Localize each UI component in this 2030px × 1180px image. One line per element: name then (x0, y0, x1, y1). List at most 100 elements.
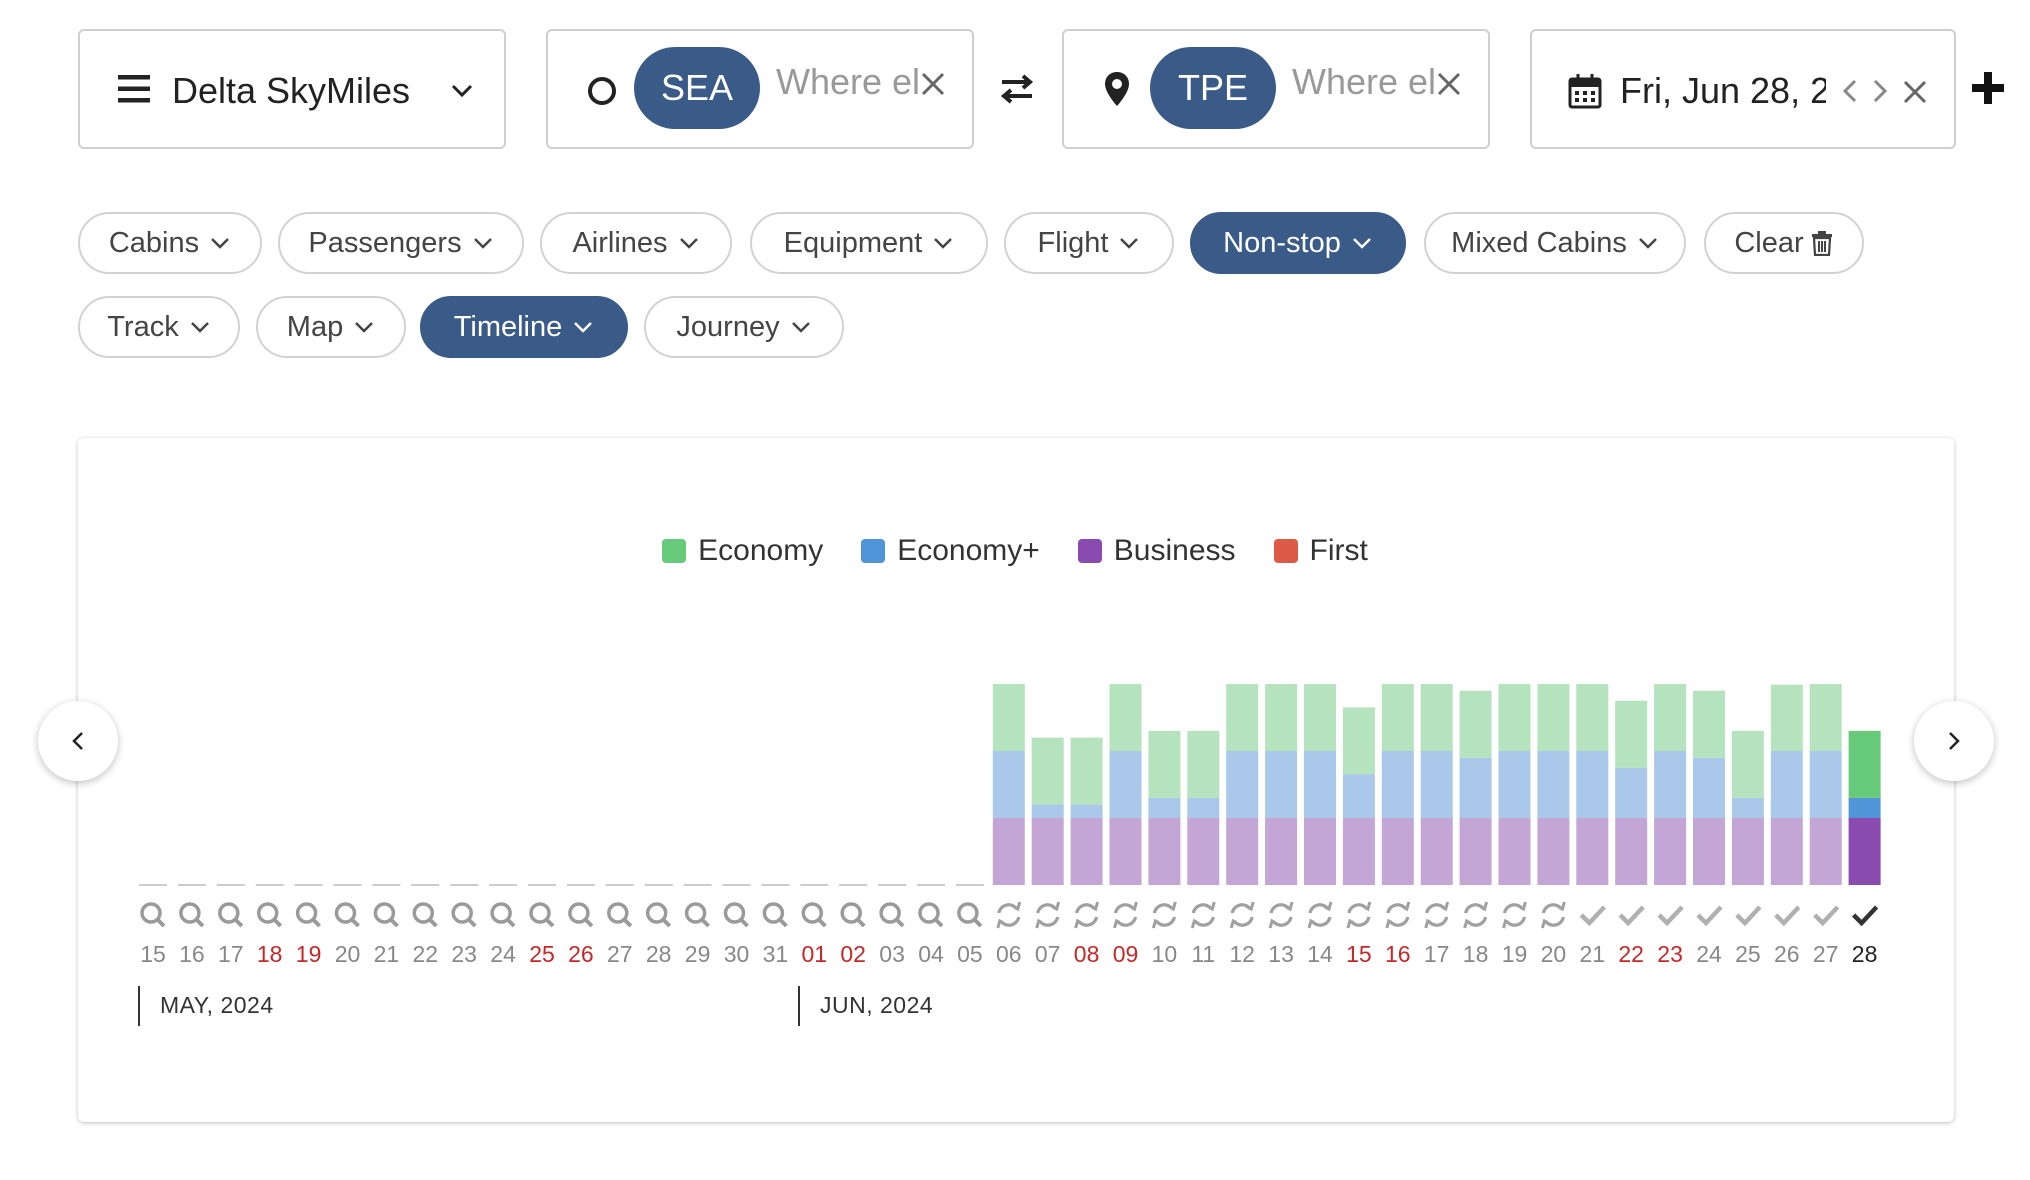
legend-economy[interactable]: Economy (662, 534, 823, 568)
day-label: 13 (1268, 941, 1294, 967)
origin-input[interactable]: Where else? (776, 61, 918, 102)
chevron-down-icon (934, 238, 953, 249)
program-selector[interactable]: Delta SkyMiles (78, 29, 506, 149)
destination-field[interactable]: TPE Where else? (1062, 29, 1490, 149)
chevron-down-icon (450, 83, 474, 104)
bar-segment-economy (1731, 730, 1764, 798)
refresh-icon-arrow (1399, 901, 1411, 912)
clear-origin-icon[interactable] (920, 59, 946, 107)
map-filter[interactable]: Map (256, 296, 406, 358)
destination-code: TPE (1177, 67, 1248, 108)
next-range-button[interactable] (1914, 701, 1994, 781)
search-icon-handle (701, 918, 711, 928)
business-swatch (1077, 539, 1102, 563)
day-label: 02 (840, 941, 866, 967)
chevron-down-icon (355, 322, 374, 333)
timeline-view-toggle[interactable]: Timeline (420, 296, 628, 358)
check-icon (1696, 905, 1723, 927)
day-label: 03 (879, 941, 905, 967)
bar-segment-economy (1576, 684, 1609, 751)
bar-segment-business (1342, 818, 1375, 885)
equipment-filter[interactable]: Equipment (750, 212, 988, 274)
bar-segment-business (1731, 818, 1764, 885)
check-icon (1774, 905, 1801, 927)
chevron-down-icon (679, 238, 698, 249)
date-label: Fri, Jun 28, 2024 (1620, 70, 1826, 111)
non-stop-filter-label: Non-stop (1223, 226, 1341, 259)
day-label: 16 (179, 941, 205, 967)
bar-segment-economy-plus (1304, 751, 1336, 818)
refresh-icon-arrow (1049, 901, 1061, 912)
airlines-filter[interactable]: Airlines (540, 212, 732, 274)
refresh-icon-arrow (1463, 918, 1474, 929)
chevron-left-icon (72, 732, 83, 750)
date-field[interactable]: Fri, Jun 28, 2024 (1530, 29, 1956, 149)
mixed-cabins-filter[interactable]: Mixed Cabins (1424, 212, 1686, 274)
day-label: 15 (1346, 941, 1372, 967)
day-label: 24 (490, 941, 516, 967)
bar-segment-economy-plus (1615, 767, 1648, 818)
bar-segment-business (1031, 818, 1064, 885)
search-icon-handle (428, 918, 438, 928)
check-icon (1618, 905, 1645, 927)
bar-segment-business (1420, 818, 1453, 885)
legend-economy-plus-label: Economy+ (897, 534, 1040, 567)
hamburger-menu-icon (118, 75, 150, 108)
legend-economy-plus[interactable]: Economy+ (861, 534, 1040, 568)
day-label: 24 (1696, 941, 1722, 967)
clear-filters-button[interactable]: Clear (1704, 212, 1864, 274)
day-label: 23 (1657, 941, 1683, 967)
day-label: 27 (1813, 941, 1839, 967)
bar-segment-economy (1459, 690, 1492, 758)
non-stop-filter[interactable]: Non-stop (1190, 212, 1406, 274)
add-segment-icon[interactable] (1972, 72, 2004, 109)
previous-date-icon[interactable] (1842, 79, 1858, 108)
refresh-icon-arrow (1229, 918, 1241, 929)
search-icon (879, 902, 901, 924)
day-label: 30 (724, 941, 750, 967)
origin-code-chip[interactable]: SEA (634, 47, 760, 129)
day-label: 06 (996, 941, 1022, 967)
bar-segment-economy (992, 684, 1025, 751)
day-label: 15 (140, 941, 166, 967)
check-icon (1657, 905, 1684, 927)
previous-range-button[interactable] (38, 701, 118, 781)
passengers-filter[interactable]: Passengers (278, 212, 524, 274)
day-label: 27 (607, 941, 633, 967)
bar-segment-economy (1381, 684, 1414, 751)
bar-segment-economy-plus (992, 751, 1025, 818)
day-label: 21 (1580, 941, 1606, 967)
day-label: 26 (1774, 941, 1800, 967)
search-icon (918, 902, 940, 924)
chevron-down-icon (574, 322, 593, 333)
destination-input[interactable]: Where else? (1292, 61, 1434, 102)
day-label: 10 (1152, 941, 1178, 967)
clear-destination-icon[interactable] (1436, 59, 1462, 107)
day-label: 25 (1735, 941, 1761, 967)
flight-filter[interactable]: Flight (1004, 212, 1174, 274)
bar-segment-economy-plus (1187, 797, 1220, 818)
bar-segment-economy (1498, 684, 1531, 751)
clear-filters-label: Clear (1734, 226, 1804, 259)
bar-segment-economy (1848, 730, 1881, 798)
timeline-view-label: Timeline (453, 310, 563, 343)
bar-segment-economy-plus (1809, 751, 1842, 818)
search-icon (607, 902, 629, 924)
month-divider (798, 986, 800, 1026)
day-label: 29 (685, 941, 711, 967)
track-filter[interactable]: Track (78, 296, 240, 358)
next-date-icon[interactable] (1872, 79, 1888, 108)
destination-code-chip[interactable]: TPE (1150, 47, 1276, 129)
day-label: 01 (802, 941, 828, 967)
swap-icon[interactable] (1000, 74, 1034, 109)
origin-field[interactable]: SEA Where else? (546, 29, 974, 149)
legend-first[interactable]: First (1273, 534, 1368, 568)
search-icon (140, 902, 162, 924)
legend-business[interactable]: Business (1077, 534, 1236, 568)
clear-date-icon[interactable] (1902, 79, 1928, 110)
day-label: 17 (218, 941, 244, 967)
refresh-icon-arrow (1268, 918, 1279, 929)
journey-filter[interactable]: Journey (644, 296, 844, 358)
cabins-filter[interactable]: Cabins (78, 212, 262, 274)
day-label: 16 (1385, 941, 1411, 967)
